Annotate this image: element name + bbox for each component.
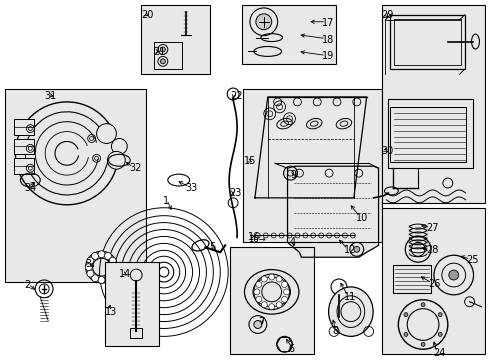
Circle shape	[283, 289, 289, 295]
Circle shape	[420, 303, 424, 307]
Circle shape	[276, 302, 282, 308]
Circle shape	[111, 264, 118, 271]
Bar	[141, 5, 210, 74]
Circle shape	[403, 312, 407, 316]
Text: 31: 31	[44, 91, 56, 101]
Bar	[333, 315, 343, 323]
Text: 8: 8	[331, 327, 338, 337]
Circle shape	[353, 246, 359, 252]
Bar	[243, 89, 381, 242]
Text: 10: 10	[355, 213, 367, 223]
Circle shape	[276, 276, 282, 282]
Bar	[104, 262, 159, 346]
Circle shape	[268, 274, 274, 280]
Circle shape	[91, 252, 99, 260]
Circle shape	[253, 289, 259, 295]
Bar	[15, 158, 34, 174]
Text: 15: 15	[244, 156, 256, 166]
Text: 25: 25	[466, 255, 478, 265]
Text: 29: 29	[381, 10, 393, 20]
Text: 18: 18	[322, 35, 334, 45]
Text: 3: 3	[85, 259, 92, 269]
Text: 27: 27	[425, 222, 438, 233]
Circle shape	[437, 312, 441, 316]
Circle shape	[255, 296, 261, 302]
Text: 2: 2	[24, 280, 31, 290]
Circle shape	[268, 304, 274, 310]
Circle shape	[87, 270, 94, 277]
Text: 12: 12	[343, 246, 356, 255]
Text: 23: 23	[229, 188, 241, 198]
Bar	[394, 19, 460, 65]
Circle shape	[85, 264, 92, 271]
Bar	[387, 99, 471, 168]
Polygon shape	[287, 166, 378, 257]
Circle shape	[160, 47, 165, 52]
Circle shape	[255, 282, 261, 287]
Circle shape	[98, 276, 105, 283]
Circle shape	[281, 282, 287, 287]
Bar	[381, 208, 485, 354]
Text: 16→: 16→	[247, 235, 265, 244]
Text: 9: 9	[290, 170, 296, 180]
Circle shape	[255, 14, 271, 30]
Text: 21: 21	[153, 48, 165, 58]
Text: 11: 11	[343, 292, 355, 302]
Text: 28: 28	[425, 246, 438, 255]
Text: 19: 19	[322, 51, 334, 62]
Text: 5: 5	[209, 242, 215, 252]
Circle shape	[107, 151, 125, 169]
Bar	[15, 139, 34, 154]
Text: 1: 1	[163, 196, 169, 206]
Text: 26: 26	[427, 279, 440, 289]
Ellipse shape	[244, 270, 298, 314]
Text: 33: 33	[185, 183, 198, 193]
Circle shape	[91, 275, 99, 282]
Text: 22: 22	[230, 91, 242, 101]
Circle shape	[281, 296, 287, 302]
Circle shape	[448, 270, 458, 280]
Bar	[130, 328, 142, 338]
Circle shape	[104, 275, 111, 282]
Bar	[230, 247, 314, 354]
Text: 20: 20	[141, 10, 153, 20]
Bar	[4, 89, 146, 282]
Bar	[392, 265, 430, 293]
Circle shape	[420, 342, 424, 346]
Text: 16: 16	[247, 233, 260, 243]
Circle shape	[97, 124, 116, 143]
Text: 6: 6	[288, 344, 294, 354]
Bar	[15, 119, 34, 135]
Text: 7: 7	[257, 316, 264, 327]
Circle shape	[403, 332, 407, 336]
Circle shape	[109, 257, 116, 264]
Text: 14: 14	[119, 269, 131, 279]
Bar	[381, 5, 485, 203]
Circle shape	[437, 332, 441, 336]
Text: 34: 34	[24, 183, 37, 193]
Text: 30: 30	[381, 147, 393, 157]
Circle shape	[104, 252, 111, 260]
Bar	[242, 5, 335, 64]
Text: 17: 17	[322, 18, 334, 28]
Circle shape	[87, 257, 94, 264]
Circle shape	[253, 320, 261, 328]
Circle shape	[261, 276, 267, 282]
Bar	[389, 107, 465, 162]
Text: 4: 4	[289, 238, 295, 247]
Circle shape	[261, 302, 267, 308]
Bar	[154, 41, 182, 69]
Circle shape	[98, 251, 105, 258]
Circle shape	[160, 59, 165, 64]
Text: 32: 32	[129, 163, 142, 173]
Text: 13: 13	[104, 307, 117, 317]
Ellipse shape	[328, 287, 372, 336]
Circle shape	[111, 139, 127, 154]
Text: 24: 24	[432, 348, 445, 358]
Circle shape	[109, 270, 116, 277]
Bar	[389, 15, 464, 69]
